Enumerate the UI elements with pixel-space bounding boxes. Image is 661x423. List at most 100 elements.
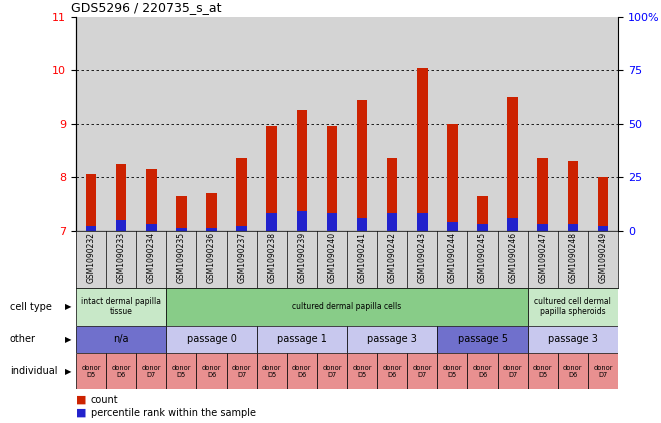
Text: percentile rank within the sample: percentile rank within the sample	[91, 408, 256, 418]
Bar	[347, 326, 438, 353]
Text: donor
D7: donor D7	[232, 365, 251, 378]
Bar	[467, 353, 498, 389]
Bar	[256, 353, 287, 389]
Text: donor
D5: donor D5	[81, 365, 101, 378]
Text: GSM1090237: GSM1090237	[237, 232, 246, 283]
Text: donor
D5: donor D5	[172, 365, 191, 378]
Text: ■: ■	[76, 395, 87, 404]
Bar	[327, 126, 337, 231]
Text: other: other	[10, 335, 36, 344]
Bar	[256, 326, 347, 353]
Bar	[136, 353, 167, 389]
Bar	[76, 353, 106, 389]
Bar	[537, 224, 548, 231]
Bar	[106, 17, 136, 231]
Bar	[357, 100, 368, 231]
Bar	[86, 174, 97, 231]
Text: n/a: n/a	[114, 335, 129, 344]
Text: GSM1090248: GSM1090248	[568, 232, 577, 283]
Bar	[508, 97, 518, 231]
Text: GSM1090244: GSM1090244	[448, 232, 457, 283]
Text: GSM1090232: GSM1090232	[87, 232, 96, 283]
Text: ▶: ▶	[65, 302, 71, 311]
Bar	[116, 220, 126, 231]
Text: donor
D5: donor D5	[533, 365, 553, 378]
Bar	[167, 326, 256, 353]
Bar	[588, 17, 618, 231]
Bar	[347, 353, 377, 389]
Text: passage 5: passage 5	[457, 335, 508, 344]
Bar	[206, 228, 217, 231]
Text: GSM1090240: GSM1090240	[327, 232, 336, 283]
Text: passage 0: passage 0	[186, 335, 237, 344]
Bar	[176, 228, 186, 231]
Bar	[146, 169, 157, 231]
Bar	[387, 214, 397, 231]
Bar	[467, 17, 498, 231]
Bar	[106, 353, 136, 389]
Bar	[527, 288, 618, 326]
Bar	[438, 353, 467, 389]
Bar	[227, 17, 256, 231]
Bar	[256, 17, 287, 231]
Bar	[477, 224, 488, 231]
Bar	[568, 161, 578, 231]
Bar	[327, 214, 337, 231]
Bar	[196, 17, 227, 231]
Bar	[167, 288, 527, 326]
Bar	[347, 17, 377, 231]
Text: donor
D6: donor D6	[563, 365, 582, 378]
Text: donor
D6: donor D6	[383, 365, 402, 378]
Text: donor
D5: donor D5	[443, 365, 462, 378]
Bar	[266, 214, 277, 231]
Bar	[317, 353, 347, 389]
Text: ▶: ▶	[65, 367, 71, 376]
Text: donor
D6: donor D6	[202, 365, 221, 378]
Text: donor
D7: donor D7	[322, 365, 342, 378]
Text: donor
D6: donor D6	[473, 365, 492, 378]
Bar	[196, 353, 227, 389]
Text: donor
D7: donor D7	[141, 365, 161, 378]
Bar	[297, 110, 307, 231]
Bar	[287, 353, 317, 389]
Text: GSM1090239: GSM1090239	[297, 232, 306, 283]
Text: donor
D6: donor D6	[112, 365, 131, 378]
Bar	[527, 353, 558, 389]
Text: cultured cell dermal
papilla spheroids: cultured cell dermal papilla spheroids	[535, 297, 611, 316]
Bar	[527, 17, 558, 231]
Bar	[237, 159, 247, 231]
Bar	[176, 196, 186, 231]
Bar	[498, 353, 527, 389]
Bar	[438, 326, 527, 353]
Bar	[537, 159, 548, 231]
Bar	[377, 353, 407, 389]
Text: GSM1090249: GSM1090249	[598, 232, 607, 283]
Bar	[146, 224, 157, 231]
Bar	[598, 177, 608, 231]
Bar	[287, 17, 317, 231]
Bar	[167, 17, 196, 231]
Text: donor
D7: donor D7	[503, 365, 522, 378]
Bar	[598, 226, 608, 231]
Text: individual: individual	[10, 366, 58, 376]
Text: donor
D5: donor D5	[262, 365, 282, 378]
Text: GSM1090234: GSM1090234	[147, 232, 156, 283]
Text: GSM1090238: GSM1090238	[267, 232, 276, 283]
Bar	[266, 126, 277, 231]
Bar	[76, 17, 106, 231]
Bar	[317, 17, 347, 231]
Bar	[297, 212, 307, 231]
Bar	[417, 214, 428, 231]
Bar	[136, 17, 167, 231]
Text: donor
D5: donor D5	[352, 365, 372, 378]
Text: GSM1090245: GSM1090245	[478, 232, 487, 283]
Bar	[377, 17, 407, 231]
Bar	[508, 218, 518, 231]
Bar	[227, 353, 256, 389]
Bar	[447, 222, 457, 231]
Text: GSM1090233: GSM1090233	[117, 232, 126, 283]
Text: GSM1090241: GSM1090241	[358, 232, 367, 283]
Text: GSM1090243: GSM1090243	[418, 232, 427, 283]
Text: GSM1090235: GSM1090235	[177, 232, 186, 283]
Bar	[76, 288, 167, 326]
